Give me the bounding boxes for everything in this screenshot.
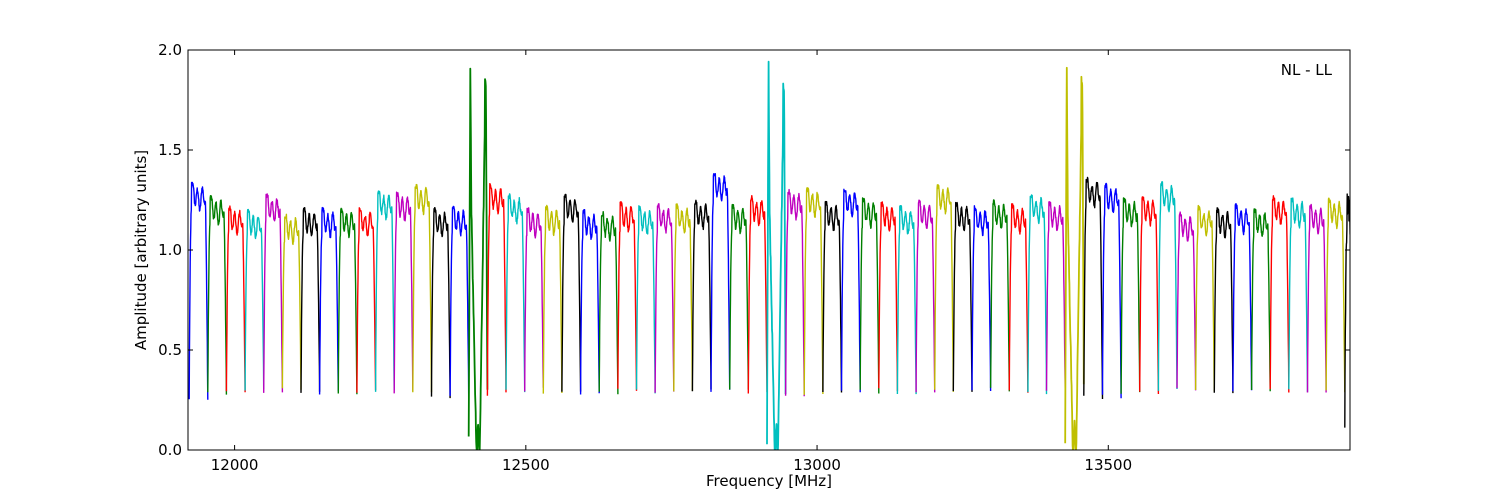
- series-line-6: [300, 206, 321, 393]
- x-tick-label: 13000: [793, 456, 841, 474]
- series-line-42: [971, 205, 992, 392]
- series-line-35: [840, 188, 861, 393]
- series-line-38: [896, 204, 917, 395]
- x-tick-label: 12000: [211, 456, 259, 474]
- series-line-62: [1344, 193, 1350, 428]
- y-tick-label: 0.5: [158, 341, 182, 359]
- y-axis-title: Amplitude [arbitrary units]: [132, 150, 150, 350]
- series-line-25: [654, 203, 675, 393]
- series-line-22: [598, 210, 619, 395]
- series-line-53: [1176, 211, 1197, 391]
- series-line-5: [281, 213, 302, 390]
- series-line-20: [561, 193, 582, 392]
- series-line-37: [878, 201, 899, 392]
- series-line-13: [430, 206, 451, 399]
- y-tick-label: 1.5: [158, 141, 182, 159]
- series-line-50: [1120, 197, 1141, 394]
- series-line-30: [747, 194, 768, 394]
- series-line-43: [989, 199, 1010, 392]
- series-line-47: [1064, 66, 1085, 450]
- series-line-60: [1306, 203, 1327, 393]
- series-line-14: [449, 205, 470, 400]
- series-line-10: [374, 190, 395, 392]
- series-line-24: [635, 205, 656, 394]
- series-line-40: [934, 184, 954, 392]
- series-line-19: [542, 204, 563, 394]
- series-line-3: [244, 208, 265, 391]
- series-line-12: [412, 183, 433, 393]
- series-line-26: [673, 203, 694, 392]
- y-tick-label: 0.0: [158, 441, 182, 459]
- series-line-2: [225, 205, 246, 393]
- series-line-61: [1325, 197, 1346, 393]
- x-tick-label: 12500: [502, 456, 550, 474]
- series-line-54: [1194, 204, 1215, 392]
- series-line-33: [803, 187, 824, 395]
- series-line-17: [505, 193, 526, 393]
- series-line-59: [1288, 197, 1309, 393]
- series-line-0: [188, 181, 209, 400]
- annotation-label: NL - LL: [1281, 61, 1333, 79]
- series-line-51: [1138, 196, 1160, 395]
- series-line-1: [207, 194, 228, 395]
- y-tick-label: 2.0: [158, 41, 182, 59]
- series-line-16: [486, 182, 507, 396]
- series-line-18: [524, 207, 544, 392]
- series-line-34: [822, 200, 843, 393]
- series-line-27: [691, 199, 712, 392]
- x-tick-label: 13500: [1084, 456, 1132, 474]
- series-line-57: [1250, 208, 1271, 392]
- y-tick-label: 1.0: [158, 241, 182, 259]
- series-line-44: [1008, 202, 1029, 393]
- ticks-layer: 12000 12500 13000 13500 0.0 0.5 1.0 1.5 2.0: [158, 41, 1350, 474]
- series-line-7: [318, 206, 339, 395]
- series-line-46: [1045, 201, 1066, 391]
- series-line-32: [784, 188, 805, 397]
- series-line-4: [263, 193, 284, 393]
- series-line-49: [1101, 182, 1122, 399]
- series-line-58: [1269, 195, 1290, 393]
- series-layer: [188, 60, 1350, 450]
- series-line-52: [1157, 181, 1178, 391]
- series-line-29: [729, 203, 749, 390]
- series-line-28: [710, 172, 731, 392]
- series-line-39: [915, 199, 936, 393]
- series-line-55: [1213, 207, 1234, 394]
- series-line-56: [1232, 203, 1253, 392]
- series-line-21: [579, 208, 600, 395]
- series-line-45: [1027, 194, 1048, 395]
- series-line-36: [859, 197, 880, 394]
- series-line-23: [617, 200, 638, 391]
- series-line-8: [337, 207, 358, 395]
- series-line-15: [467, 67, 489, 450]
- series-line-48: [1083, 176, 1104, 400]
- x-axis-title: Frequency [MHz]: [706, 472, 832, 490]
- series-line-9: [356, 207, 377, 393]
- series-line-11: [393, 191, 414, 394]
- series-line-41: [952, 201, 973, 392]
- series-line-31: [766, 60, 787, 450]
